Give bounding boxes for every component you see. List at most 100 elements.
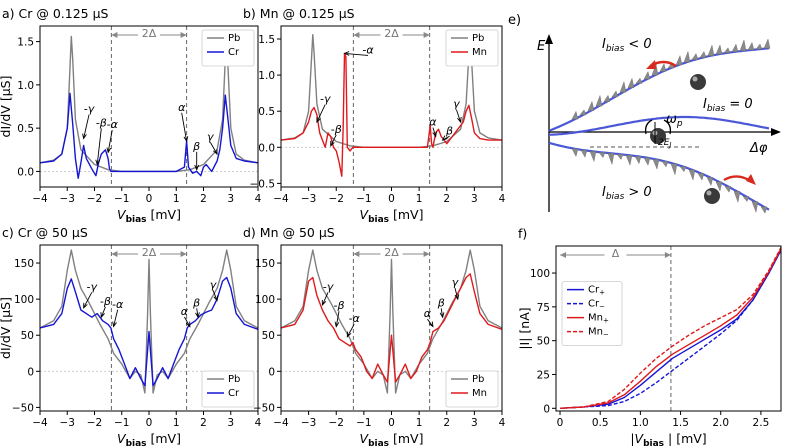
annotation-label: -α	[112, 298, 124, 311]
annotation-label: -α	[362, 43, 374, 56]
texture-spike	[683, 50, 691, 63]
y-axis-label: |I| [nA]	[517, 307, 532, 349]
x-tick-label: 4	[499, 417, 506, 429]
panel-label: a) Cr @ 0.125 µS	[2, 6, 109, 21]
texture-spike	[723, 47, 731, 54]
x-tick-label: −4	[273, 193, 289, 205]
svg-text:Ibias = 0: Ibias = 0	[703, 97, 753, 114]
y-tick-label: 100	[255, 294, 275, 306]
x-tick-label: 3	[227, 417, 234, 429]
x-tick-label: 1	[416, 417, 423, 429]
gap-bracket-arrow-left	[111, 32, 118, 38]
y-tick-label: 1.5	[258, 34, 275, 46]
x-tick-label: 0	[146, 417, 153, 429]
texture-spike	[715, 44, 723, 55]
texture-spike	[739, 39, 747, 52]
y-tick-label: 1.0	[17, 80, 34, 92]
texture-spike	[706, 177, 714, 186]
x-tick-label: 3	[471, 193, 478, 205]
x-tick-label: 1	[173, 417, 180, 429]
potential-curve-negative-bias	[548, 47, 770, 132]
texture-spike	[670, 163, 678, 176]
x-tick-label: 0	[388, 417, 395, 429]
texture-spike	[742, 196, 750, 202]
annotation-arrowhead	[106, 147, 112, 154]
x-tick-label: −1	[114, 417, 129, 429]
annotation-label: α	[424, 307, 432, 320]
annotation-arrowhead	[316, 117, 321, 124]
gap-bracket-arrow-right	[664, 252, 671, 258]
legend-label: Pb	[472, 374, 484, 385]
texture-spike	[652, 159, 660, 170]
y-tick-label: 50	[262, 330, 275, 342]
annotation-label: -β	[331, 123, 342, 136]
panel-e-label: e)	[508, 13, 521, 28]
y-tick-label: 150	[14, 258, 34, 270]
annotation-arrowhead	[330, 140, 335, 147]
x-tick-label: −4	[32, 193, 48, 205]
texture-spike	[635, 77, 643, 84]
texture-spike	[661, 161, 669, 168]
annotation-label: β	[192, 296, 200, 309]
annotation-arrowhead	[457, 117, 462, 124]
texture-spike	[619, 81, 627, 93]
annotation-arrow	[440, 308, 444, 318]
phase-particle-bottom	[704, 188, 720, 204]
annotation-arrowhead	[428, 321, 434, 328]
x-tick-label: 3	[471, 417, 478, 429]
legend-label: Pb	[228, 374, 240, 385]
y-tick-label: 150	[255, 258, 275, 270]
texture-spike	[643, 157, 651, 166]
y-tick-label: 0	[27, 366, 34, 378]
annotation-label: β	[437, 296, 445, 309]
bias-label-negative: Ibias < 0	[602, 37, 652, 54]
y-axis-label: dI/dV [µS]	[0, 297, 13, 359]
texture-spike	[675, 55, 683, 66]
legend-box	[445, 370, 499, 408]
series-mn	[281, 273, 502, 383]
annotation-label: -β	[100, 295, 111, 308]
texture-spike	[603, 94, 611, 102]
x-axis-label: |Vbias | [mV]	[630, 431, 706, 447]
annotation-label: -γ	[87, 280, 98, 293]
annotation-arrow	[100, 306, 106, 318]
x-tick-label: −2	[87, 193, 102, 205]
legend-box	[201, 29, 255, 67]
annotation-arrow	[346, 324, 355, 337]
texture-spike	[699, 51, 707, 58]
y-tick-label: 100	[14, 294, 34, 306]
x-tick-label: 0	[557, 417, 564, 429]
annotation-label: -γ	[320, 93, 331, 106]
annotation-arrowhead	[346, 331, 352, 338]
annotation-label: β	[445, 124, 453, 137]
annotation-arrowhead	[432, 131, 437, 138]
annotation-arrowhead	[454, 294, 460, 301]
x-tick-label: 2	[443, 417, 450, 429]
panel-a: 2Δ -γ-β -α α βγ −4 −3 −2 −1 0 1 2 3 4 0.0 0.5 1.0 1.5 Vbia…	[0, 6, 262, 225]
texture-spike	[659, 63, 667, 72]
x-tick-label: −2	[329, 417, 344, 429]
gap-bracket-arrow-left	[353, 32, 360, 38]
texture-spike	[595, 94, 603, 107]
annotation-label: -β	[96, 116, 107, 129]
gap-label-background	[380, 247, 403, 260]
x-tick-label: 0	[388, 193, 395, 205]
gap-label-background	[380, 28, 403, 41]
annotation-arrow	[83, 292, 93, 309]
gap-label: 2Δ	[142, 246, 157, 259]
svg-text:Ibias < 0: Ibias < 0	[602, 37, 652, 54]
annotation-label: γ	[207, 130, 214, 143]
bias-label-positive: Ibias > 0	[602, 185, 652, 202]
annotation-label: -β	[334, 299, 345, 312]
x-tick-label: −1	[114, 193, 129, 205]
texture-spike	[691, 53, 699, 60]
texture-spike	[755, 43, 763, 50]
panel-label: d) Mn @ 50 µS	[243, 225, 335, 240]
annotation-arrowhead	[213, 149, 218, 156]
x-tick-label: 3	[227, 193, 234, 205]
x-axis-label: Vbias [mV]	[360, 431, 424, 447]
texture-spike	[651, 63, 659, 76]
x-tick-label: −1	[356, 193, 371, 205]
x-tick-label: 1.5	[672, 417, 689, 429]
energy-axis-label: E	[537, 39, 546, 54]
